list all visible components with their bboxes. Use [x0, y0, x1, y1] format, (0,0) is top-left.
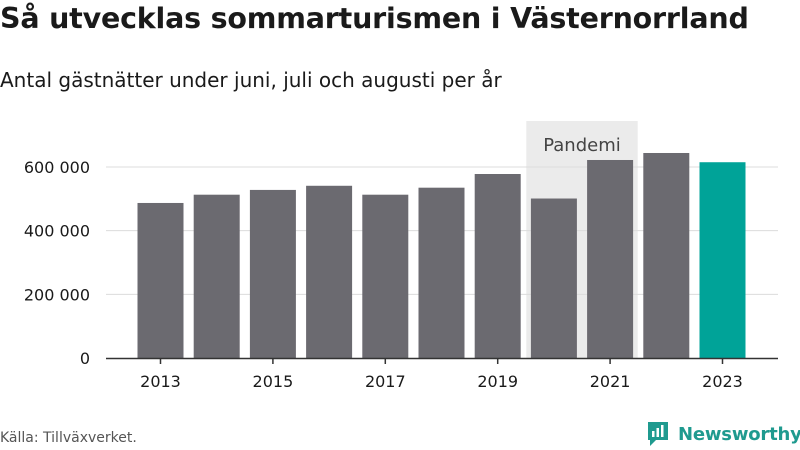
bar-2018	[418, 187, 465, 358]
newsworthy-logo-icon	[648, 422, 668, 446]
bar-2014	[193, 194, 240, 358]
y-tick-label: 400 000	[24, 222, 90, 241]
bar-2022	[643, 152, 690, 358]
x-tick-label: 2013	[140, 372, 181, 391]
bar-2023	[699, 162, 746, 358]
x-tick-label: 2017	[365, 372, 406, 391]
x-tick-label: 2015	[253, 372, 294, 391]
chart-subtitle: Antal gästnätter under juni, juli och au…	[0, 68, 502, 92]
newsworthy-logo: Newsworthy	[646, 420, 800, 448]
brand-name: Newsworthy	[678, 423, 800, 445]
bar-2017	[362, 194, 409, 358]
y-tick-label: 200 000	[24, 285, 90, 304]
bar-2020	[530, 198, 577, 358]
bar-2021	[587, 159, 634, 358]
bar-2019	[474, 174, 521, 358]
bar-2016	[306, 185, 353, 358]
bar-2015	[249, 189, 296, 358]
x-tick-label: 2019	[477, 372, 518, 391]
source-note: Källa: Tillväxverket.	[0, 430, 137, 446]
chart-title: Så utvecklas sommarturismen i Västernorr…	[0, 2, 749, 35]
x-tick-label: 2023	[702, 372, 743, 391]
y-tick-label: 0	[80, 349, 90, 368]
x-tick-label: 2021	[590, 372, 631, 391]
y-tick-label: 600 000	[24, 158, 90, 177]
pandemic-label: Pandemi	[543, 135, 621, 156]
bar-2013	[137, 202, 184, 358]
